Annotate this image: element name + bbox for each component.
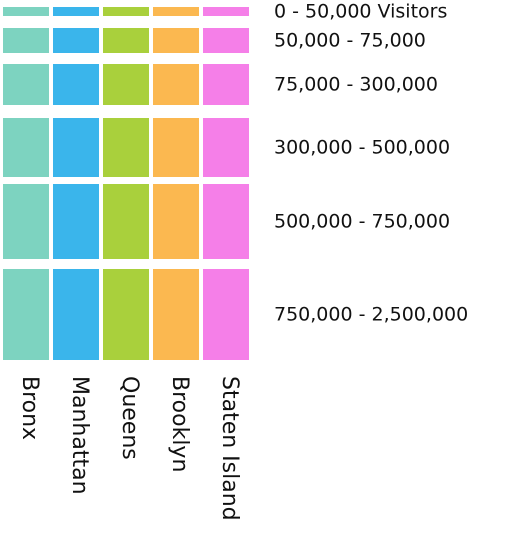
- legend-swatch: [3, 64, 49, 105]
- legend-swatch: [103, 118, 149, 177]
- legend-swatch: [103, 7, 149, 16]
- legend-swatch: [153, 269, 199, 360]
- tier-label: 500,000 - 750,000: [274, 210, 451, 232]
- legend-swatch: [103, 269, 149, 360]
- tier-label: 75,000 - 300,000: [274, 73, 438, 95]
- legend-swatch: [53, 118, 99, 177]
- legend-swatch: [103, 184, 149, 259]
- tier-label: 750,000 - 2,500,000: [274, 303, 469, 325]
- legend-swatch: [3, 184, 49, 259]
- borough-label: Staten Island: [217, 376, 242, 521]
- legend-swatch: [103, 64, 149, 105]
- legend-swatch: [3, 118, 49, 177]
- legend-swatch: [203, 64, 249, 105]
- legend-swatch: [203, 269, 249, 360]
- legend-swatch: [53, 28, 99, 53]
- tier-label: 0 - 50,000 Visitors: [274, 0, 448, 22]
- legend-swatch: [103, 28, 149, 53]
- tier-label: 50,000 - 75,000: [274, 29, 426, 51]
- legend-swatch: [53, 184, 99, 259]
- legend-swatch: [3, 28, 49, 53]
- legend-swatch: [3, 7, 49, 16]
- borough-label: Manhattan: [67, 376, 92, 495]
- legend-swatch: [203, 28, 249, 53]
- legend-swatch: [153, 28, 199, 53]
- borough-label: Brooklyn: [167, 376, 192, 473]
- legend-swatch: [153, 7, 199, 16]
- legend-swatch: [53, 64, 99, 105]
- legend-swatch: [53, 7, 99, 16]
- legend-swatch: [3, 269, 49, 360]
- legend-swatch: [153, 64, 199, 105]
- borough-label: Bronx: [17, 376, 42, 441]
- borough-label: Queens: [117, 376, 142, 460]
- tier-label: 300,000 - 500,000: [274, 136, 451, 158]
- legend-swatch: [203, 184, 249, 259]
- legend-swatch: [203, 118, 249, 177]
- legend-swatch: [153, 184, 199, 259]
- legend-swatch: [153, 118, 199, 177]
- legend-swatch: [53, 269, 99, 360]
- legend-swatch: [203, 7, 249, 16]
